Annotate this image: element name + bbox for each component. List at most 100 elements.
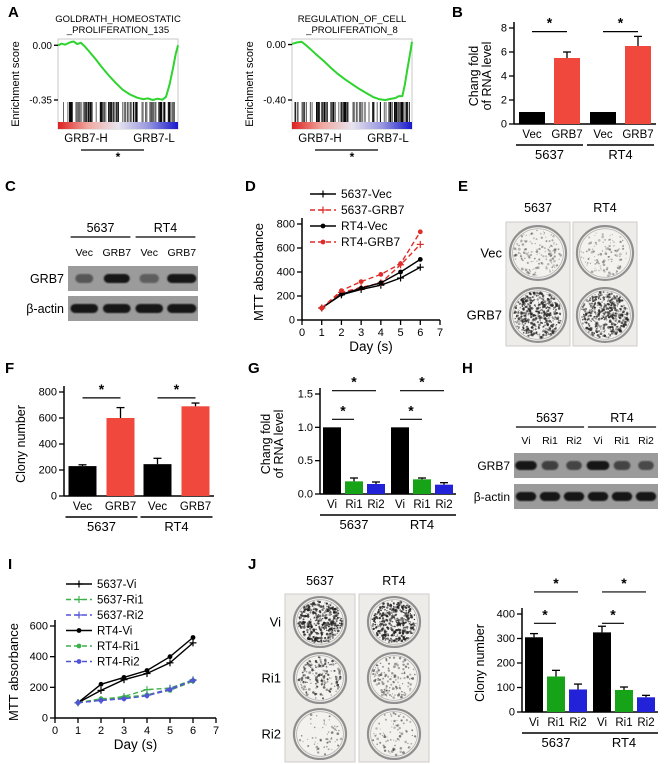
svg-text:*: * — [621, 575, 627, 591]
svg-text:200: 200 — [30, 682, 48, 694]
svg-text:RT4: RT4 — [410, 517, 434, 532]
panel-h-label: H — [462, 360, 473, 377]
svg-text:Ri2: Ri2 — [569, 717, 586, 729]
svg-text:0.00: 0.00 — [267, 40, 287, 51]
svg-text:Ri1: Ri1 — [345, 499, 362, 511]
panel-j-label: J — [248, 556, 257, 573]
svg-text:RT4-Ri1: RT4-Ri1 — [97, 641, 140, 653]
svg-text:Vi: Vi — [327, 499, 337, 511]
svg-text:*: * — [618, 15, 624, 31]
svg-text:RT4: RT4 — [164, 519, 188, 534]
svg-text:0: 0 — [509, 707, 515, 719]
svg-text:*: * — [351, 374, 357, 390]
svg-text:RT4-GRB7: RT4-GRB7 — [341, 235, 400, 249]
rna-fold-bar-chart-knockdown: 0.0 0.5 1.0 1.5 Chang fold of RNA level Vi Ri1 R… — [259, 374, 456, 532]
svg-text:*: * — [542, 606, 548, 622]
svg-text:RT4: RT4 — [612, 735, 636, 750]
svg-text:*: * — [547, 15, 553, 31]
svg-text:0.0: 0.0 — [298, 489, 313, 501]
svg-text:GRB7-H: GRB7-H — [64, 133, 107, 145]
svg-text:0.5: 0.5 — [298, 455, 313, 467]
panel-d-label: D — [245, 178, 256, 195]
svg-text:Vi: Vi — [597, 717, 607, 729]
svg-text:Ri1: Ri1 — [547, 717, 564, 729]
svg-text:6: 6 — [501, 47, 507, 59]
svg-text:2: 2 — [98, 725, 104, 737]
svg-text:Chang fold: Chang fold — [259, 414, 273, 475]
svg-text:5637: 5637 — [524, 201, 552, 215]
svg-text:β-actin: β-actin — [474, 490, 510, 504]
svg-text:5: 5 — [167, 725, 173, 737]
svg-text:400: 400 — [39, 439, 57, 451]
svg-text:0: 0 — [42, 713, 48, 725]
svg-text:600: 600 — [39, 413, 57, 425]
svg-text:Ri1: Ri1 — [542, 435, 558, 447]
svg-text:0: 0 — [51, 491, 57, 503]
svg-text:Vec: Vec — [140, 247, 158, 259]
svg-text:*: * — [340, 402, 346, 418]
svg-text:GRB7-L: GRB7-L — [133, 133, 175, 145]
svg-text:Ri2: Ri2 — [435, 499, 452, 511]
svg-text:RT4-Ri2: RT4-Ri2 — [97, 657, 140, 669]
svg-text:5637-GRB7: 5637-GRB7 — [341, 203, 405, 217]
panel-g-label: G — [248, 360, 260, 377]
svg-text:Day (s): Day (s) — [114, 737, 158, 752]
colony-assay-overexpression: 5637 RT4 Vec GRB7 — [467, 201, 638, 347]
svg-text:*: * — [174, 381, 180, 397]
svg-text:1: 1 — [319, 327, 325, 339]
svg-text:Vi: Vi — [521, 435, 530, 447]
panel-e-label: E — [458, 178, 469, 195]
svg-text:200: 200 — [39, 465, 57, 477]
svg-text:Ri1: Ri1 — [413, 499, 430, 511]
svg-text:Vi: Vi — [529, 717, 539, 729]
svg-text:1: 1 — [75, 725, 81, 737]
svg-text:GRB7: GRB7 — [30, 272, 64, 286]
svg-text:GRB7: GRB7 — [167, 247, 196, 259]
svg-text:600: 600 — [277, 243, 295, 255]
svg-text:5637: 5637 — [542, 735, 571, 750]
svg-text:400: 400 — [497, 609, 515, 621]
svg-text:-0.35: -0.35 — [29, 96, 52, 107]
svg-text:7: 7 — [213, 725, 219, 737]
svg-text:GRB7: GRB7 — [477, 459, 510, 473]
svg-text:Enrichment score: Enrichment score — [10, 41, 22, 127]
svg-text:GRB7-L: GRB7-L — [367, 133, 409, 145]
svg-text:400: 400 — [30, 651, 48, 663]
svg-text:MTT absorbance: MTT absorbance — [6, 623, 21, 721]
svg-text:800: 800 — [39, 387, 57, 399]
svg-text:Ri1: Ri1 — [614, 435, 630, 447]
svg-text:200: 200 — [497, 658, 515, 670]
svg-text:5637: 5637 — [536, 411, 564, 425]
svg-text:0: 0 — [299, 327, 305, 339]
svg-text:-0.40: -0.40 — [263, 96, 286, 107]
svg-text:Ri1: Ri1 — [261, 671, 281, 686]
svg-text:*: * — [610, 606, 616, 622]
svg-text:RT4-Vec: RT4-Vec — [341, 219, 387, 233]
svg-text:3: 3 — [358, 327, 364, 339]
svg-text:Ri1: Ri1 — [615, 717, 632, 729]
svg-text:_PROLIFERATION_135: _PROLIFERATION_135 — [66, 25, 169, 36]
svg-text:GRB7: GRB7 — [622, 129, 653, 141]
svg-text:5637-Vec: 5637-Vec — [341, 187, 392, 201]
svg-text:GRB7: GRB7 — [180, 501, 211, 513]
mtt-line-chart-overexpression: 0 200 400 600 800 0 1 2 3 4 5 6 7 Day (s) MTT absorban… — [251, 187, 443, 354]
svg-text:Chang fold: Chang fold — [467, 46, 481, 107]
svg-text:400: 400 — [277, 267, 295, 279]
panel-i-label: I — [8, 556, 13, 573]
svg-text:*: * — [419, 374, 425, 390]
svg-text:Enrichment score: Enrichment score — [244, 41, 256, 127]
svg-text:800: 800 — [277, 219, 295, 231]
svg-text:MTT absorbance: MTT absorbance — [251, 223, 266, 321]
svg-text:5637-Vi: 5637-Vi — [97, 579, 136, 591]
svg-text:Ri2: Ri2 — [638, 435, 654, 447]
svg-text:β-actin: β-actin — [26, 302, 64, 316]
panel-a-label: A — [8, 4, 19, 21]
svg-text:5637: 5637 — [535, 147, 564, 162]
svg-text:6: 6 — [417, 327, 423, 339]
svg-text:5637: 5637 — [306, 574, 334, 588]
svg-text:REGULATION_OF_CELL: REGULATION_OF_CELL — [298, 14, 407, 25]
svg-text:0: 0 — [289, 315, 295, 327]
svg-text:*: * — [116, 150, 121, 164]
svg-text:Vec: Vec — [480, 246, 502, 261]
